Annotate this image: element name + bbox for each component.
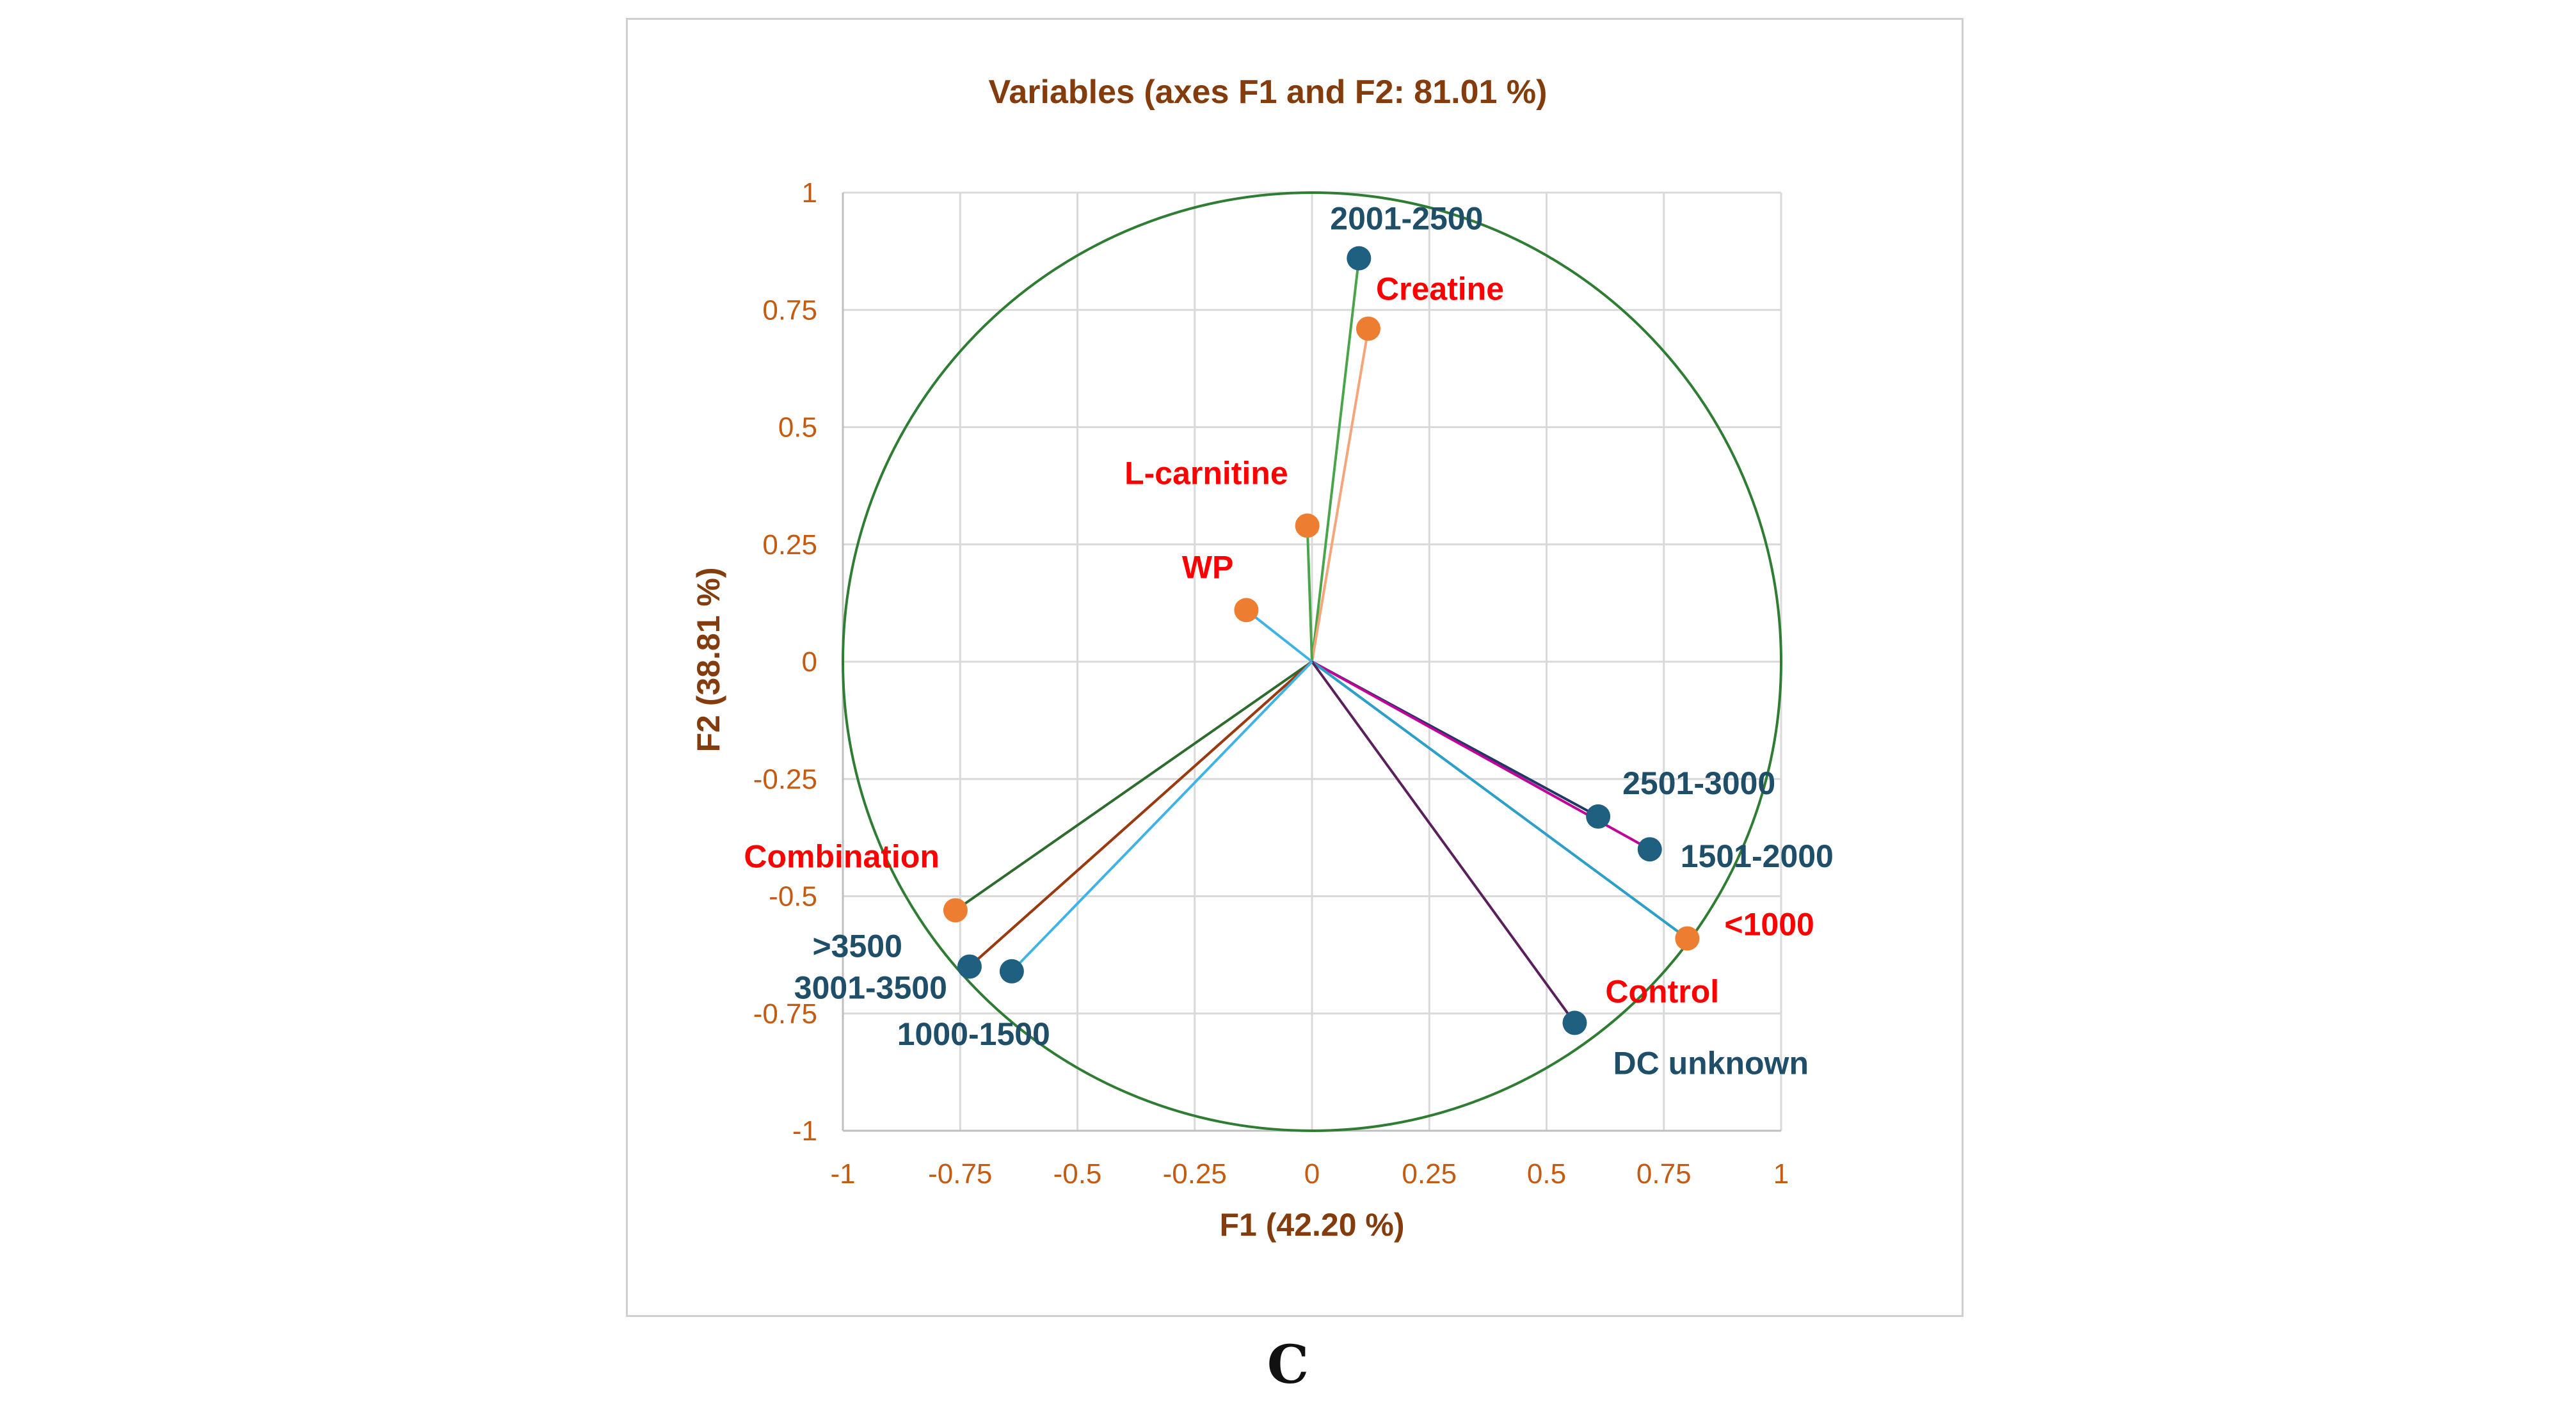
vector-2001-2500 bbox=[1311, 258, 1361, 662]
x-tick-label: 0.5 bbox=[1527, 1158, 1566, 1190]
x-tick-label: -1 bbox=[830, 1158, 855, 1190]
point-2001-2500 bbox=[1347, 246, 1372, 271]
label-1000: <1000 bbox=[1724, 906, 1814, 942]
label-creatine: Creatine bbox=[1376, 271, 1504, 307]
label-dc-unknown: DC unknown bbox=[1613, 1045, 1809, 1081]
chart-frame: Variables (axes F1 and F2: 81.01 %) -1 -0… bbox=[626, 18, 1964, 1317]
label-1000-1500: 1000-1500 bbox=[897, 1016, 1050, 1052]
vector-3001-3500 bbox=[968, 660, 1313, 968]
y-axis-label: F2 (38.81 %) bbox=[691, 567, 726, 752]
y-tick-label: -1 bbox=[792, 1115, 817, 1147]
vector-1000-1500 bbox=[1011, 660, 1313, 973]
vector-l-carnitine bbox=[1306, 525, 1313, 662]
x-tick-labels: -1 -0.75 -0.5 -0.25 0 0.25 0.5 0.75 1 bbox=[830, 1158, 1789, 1190]
variable-vectors bbox=[954, 258, 1688, 1024]
x-tick-label: -0.25 bbox=[1163, 1158, 1227, 1190]
vector-wp bbox=[1245, 609, 1313, 663]
chart-title: Variables (axes F1 and F2: 81.01 %) bbox=[989, 74, 1548, 111]
label-2001-2500: 2001-2500 bbox=[1330, 201, 1483, 237]
label-3500: >3500 bbox=[812, 928, 902, 964]
y-tick-label: 1 bbox=[802, 177, 817, 209]
label-control: Control bbox=[1605, 973, 1719, 1009]
x-tick-label: 1 bbox=[1773, 1158, 1789, 1190]
point-creatine bbox=[1356, 316, 1380, 341]
biplot-svg: Variables (axes F1 and F2: 81.01 %) -1 -0… bbox=[691, 74, 1834, 1243]
x-tick-label: 0.25 bbox=[1402, 1158, 1457, 1190]
y-tick-label: 0 bbox=[802, 646, 817, 678]
variable-points bbox=[943, 246, 1700, 1035]
point-3500 bbox=[957, 954, 982, 979]
panel-label: C bbox=[1267, 1334, 1309, 1396]
y-tick-label: 0.25 bbox=[762, 529, 817, 561]
point-dc-unknown bbox=[1562, 1010, 1587, 1035]
y-tick-label: -0.5 bbox=[769, 881, 817, 913]
point-l-carnitine bbox=[1295, 513, 1320, 538]
label-l-carnitine: L-carnitine bbox=[1124, 455, 1288, 491]
variable-labels: 2001-2500 Creatine L-carnitine WP 2501-3000 1… bbox=[744, 201, 1833, 1081]
label-wp: WP bbox=[1182, 549, 1234, 585]
label-2501-3000: 2501-3000 bbox=[1622, 765, 1775, 801]
vector-dc-unknown bbox=[1311, 660, 1576, 1024]
point-1000-1500 bbox=[999, 959, 1024, 984]
point-2501-3000 bbox=[1586, 804, 1611, 829]
correlation-circle bbox=[842, 191, 1782, 1132]
point-1501-2000 bbox=[1637, 837, 1662, 862]
point-combination bbox=[943, 898, 968, 923]
x-tick-label: 0 bbox=[1304, 1158, 1320, 1190]
point-1000 bbox=[1675, 926, 1700, 951]
y-tick-labels: 1 0.75 0.5 0.25 0 -0.25 -0.5 -0.75 -1 bbox=[753, 177, 817, 1147]
label-1501-2000: 1501-2000 bbox=[1681, 838, 1834, 874]
label-3001-3500: 3001-3500 bbox=[794, 969, 947, 1005]
point-wp bbox=[1234, 598, 1259, 623]
y-tick-label: 0.75 bbox=[762, 294, 817, 326]
vector-creatine bbox=[1311, 328, 1370, 662]
x-axis-label: F1 (42.20 %) bbox=[1219, 1207, 1404, 1243]
label-combination: Combination bbox=[744, 838, 940, 874]
y-tick-label: 0.5 bbox=[778, 412, 817, 443]
y-tick-label: -0.75 bbox=[753, 998, 817, 1030]
x-tick-label: -0.5 bbox=[1053, 1158, 1102, 1190]
vector-combination bbox=[954, 660, 1313, 912]
x-tick-label: 0.75 bbox=[1636, 1158, 1692, 1190]
y-tick-label: -0.25 bbox=[753, 763, 817, 795]
x-tick-label: -0.75 bbox=[928, 1158, 992, 1190]
vector-control bbox=[1311, 660, 1688, 940]
